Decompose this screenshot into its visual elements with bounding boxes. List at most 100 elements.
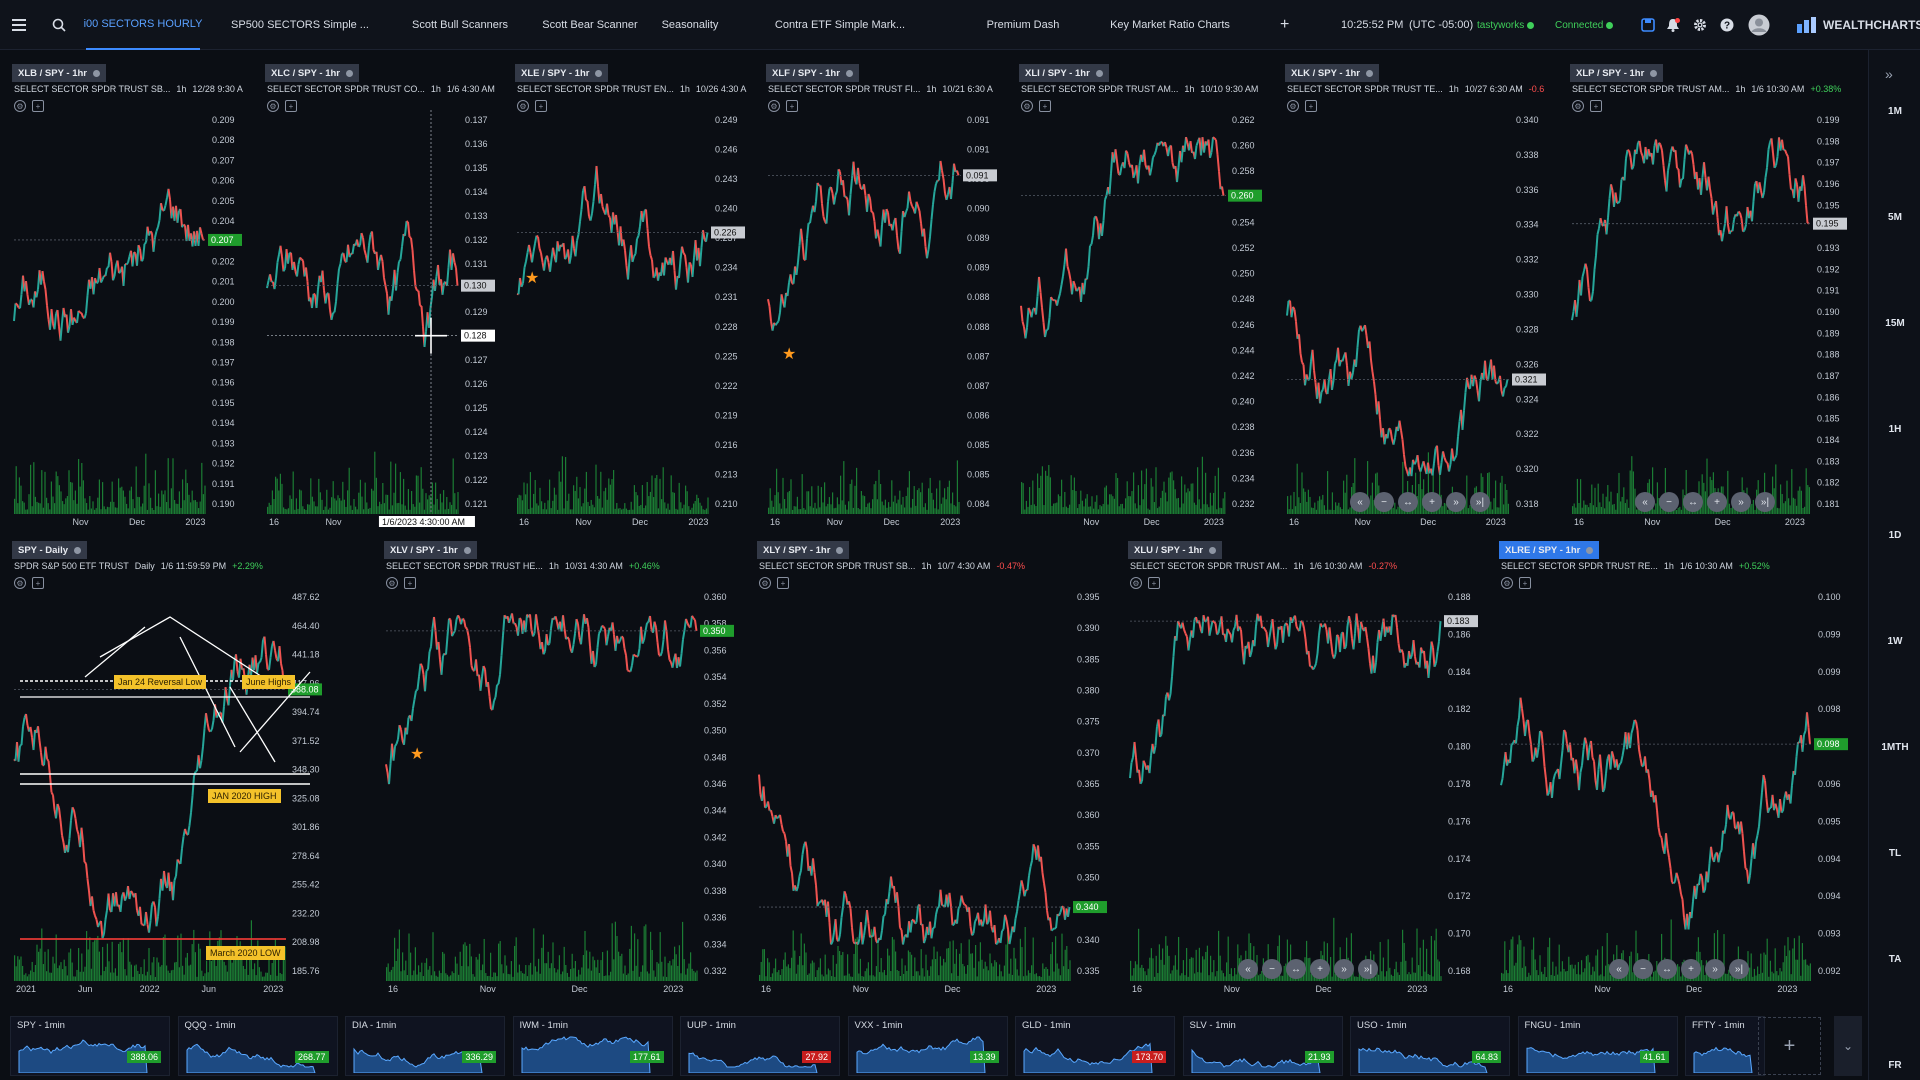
timeframe-5m[interactable]: 5M — [1888, 212, 1902, 223]
timeframe-1m[interactable]: 1M — [1888, 106, 1902, 117]
collapse-icon[interactable]: » — [1885, 66, 1893, 82]
mini-chart-4[interactable]: IWM - 1min 177.61 — [512, 1016, 673, 1076]
timeframe-1mth[interactable]: 1MTH — [1881, 742, 1909, 753]
fit-icon[interactable]: ↔ — [1286, 959, 1306, 979]
chart-canvas[interactable]: 0.1880.1860.1840.1820.1800.1780.1760.174… — [1126, 539, 1488, 995]
panel-add-icon[interactable]: + — [1519, 577, 1531, 589]
panel-symbol-tab[interactable]: XLI / SPY - 1hr — [1019, 64, 1109, 82]
chart-annotation[interactable]: JAN 2020 HIGH — [208, 789, 281, 803]
timeframe-15m[interactable]: 15M — [1885, 318, 1905, 329]
scroll-left-icon[interactable]: « — [1350, 492, 1370, 512]
panel-symbol-tab[interactable]: XLRE / SPY - 1hr — [1499, 541, 1600, 559]
mini-chart-5[interactable]: UUP - 1min 27.92 — [680, 1016, 840, 1076]
chart-panel-6[interactable]: 0.340 0.338 0.336 0.334 0.332 0.330 0.328 0.326… — [1283, 62, 1556, 528]
fit-icon[interactable]: ↔ — [1657, 959, 1677, 979]
panel-settings-icon[interactable]: ⚙ — [14, 100, 26, 112]
panel-symbol-tab[interactable]: XLK / SPY - 1hr — [1285, 64, 1379, 82]
mini-chart-6[interactable]: VXX - 1min 13.39 — [847, 1016, 1008, 1076]
panel-add-icon[interactable]: + — [1305, 100, 1317, 112]
chart-canvas[interactable]: 0.3400.3380.3360.3340.3320.3300.3280.326… — [1283, 62, 1556, 528]
scroll-left-icon[interactable]: « — [1238, 959, 1258, 979]
panel-settings-icon[interactable]: ⚙ — [1130, 577, 1142, 589]
scroll-right-icon[interactable]: » — [1705, 959, 1725, 979]
panel-settings-icon[interactable]: ⚙ — [1287, 100, 1299, 112]
zoom-out-icon[interactable]: − — [1659, 492, 1679, 512]
chart-canvas[interactable]: 0.1990.1980.1970.1960.1950.1940.1930.192… — [1568, 62, 1857, 528]
panel-add-icon[interactable]: + — [777, 577, 789, 589]
panel-symbol-tab[interactable]: XLY / SPY - 1hr — [757, 541, 850, 559]
panel-add-icon[interactable]: + — [1039, 100, 1051, 112]
chart-canvas[interactable]: 0.3600.3580.3560.3540.3520.3500.3480.346… — [382, 539, 744, 995]
tab-7[interactable]: Premium Dash — [986, 19, 1060, 31]
panel-add-icon[interactable]: + — [404, 577, 416, 589]
chart-panel-9[interactable]: 0.360 0.358 0.356 0.354 0.352 0.350 0.348 0.346… — [382, 539, 744, 995]
scroll-right-icon[interactable]: » — [1334, 959, 1354, 979]
panel-settings-icon[interactable]: ⚙ — [14, 577, 26, 589]
chart-canvas[interactable]: 0.2490.2460.2430.2400.2370.2340.2310.228… — [513, 62, 755, 528]
go-latest-icon[interactable]: »| — [1729, 959, 1749, 979]
star-marker-icon[interactable]: ★ — [410, 746, 425, 763]
zoom-in-icon[interactable]: + — [1707, 492, 1727, 512]
bell-icon[interactable] — [1666, 0, 1680, 50]
add-tab-button[interactable]: + — [1280, 16, 1290, 33]
zoom-in-icon[interactable]: + — [1310, 959, 1330, 979]
chart-canvas[interactable]: 0.0910.0910.0900.0900.0890.0890.0880.088… — [764, 62, 1007, 528]
panel-settings-icon[interactable]: ⚙ — [517, 100, 529, 112]
zoom-out-icon[interactable]: − — [1262, 959, 1282, 979]
go-latest-icon[interactable]: »| — [1755, 492, 1775, 512]
chart-panel-12[interactable]: 0.1000.0990.0990.0980.0970.0960.0950.094… — [1497, 539, 1858, 995]
timeframe-tl[interactable]: TL — [1888, 848, 1902, 859]
panel-symbol-tab[interactable]: XLB / SPY - 1hr — [12, 64, 106, 82]
chart-panel-1[interactable]: 0.2090.2080.2070.2060.2050.2040.2030.202… — [10, 62, 252, 528]
scroll-left-icon[interactable]: « — [1609, 959, 1629, 979]
zoom-in-icon[interactable]: + — [1681, 959, 1701, 979]
chart-panel-8[interactable]: 487.62 464.40 441.18 417.96 394.74 371.52 348.… — [10, 539, 332, 995]
search-icon[interactable] — [52, 0, 66, 50]
trendline[interactable] — [99, 616, 271, 683]
trendline[interactable] — [229, 686, 276, 763]
panel-symbol-tab[interactable]: XLE / SPY - 1hr — [515, 64, 609, 82]
trendline[interactable] — [239, 671, 311, 753]
panel-settings-icon[interactable]: ⚙ — [267, 100, 279, 112]
chart-canvas[interactable]: 487.62464.40441.18417.96394.74371.52348.… — [10, 539, 332, 995]
chart-annotation[interactable]: March 2020 LOW — [206, 946, 285, 960]
chart-canvas[interactable]: 0.2090.2080.2070.2060.2050.2040.2030.202… — [10, 62, 252, 528]
scroll-left-icon[interactable]: « — [1635, 492, 1655, 512]
star-marker-icon[interactable]: ★ — [525, 270, 540, 287]
chart-canvas[interactable]: 0.3950.3900.3850.3800.3750.3700.3650.360… — [755, 539, 1117, 995]
tab-2[interactable]: SP500 SECTORS Simple ... — [231, 19, 369, 31]
trendline[interactable] — [84, 626, 146, 678]
timeframe-1w[interactable]: 1W — [1887, 636, 1903, 647]
panel-symbol-tab[interactable]: XLF / SPY - 1hr — [766, 64, 859, 82]
zoom-out-icon[interactable]: − — [1374, 492, 1394, 512]
mini-chart-1[interactable]: SPY - 1min 388.06 — [10, 1016, 170, 1076]
fit-icon[interactable]: ↔ — [1398, 492, 1418, 512]
panel-settings-icon[interactable]: ⚙ — [1501, 577, 1513, 589]
panel-add-icon[interactable]: + — [535, 100, 547, 112]
tab-3[interactable]: Scott Bull Scanners — [412, 19, 508, 31]
trendline[interactable] — [179, 636, 236, 748]
chart-panel-5[interactable]: 0.2620.2600.2580.2560.2540.2520.2500.248… — [1017, 62, 1272, 528]
chart-panel-7[interactable]: 0.1990.1980.1970.1960.1950.1940.1930.192… — [1568, 62, 1857, 528]
panel-add-icon[interactable]: + — [1590, 100, 1602, 112]
panel-add-icon[interactable]: + — [786, 100, 798, 112]
mini-chart-11[interactable]: FFTY - 1min — [1685, 1016, 1765, 1076]
panel-symbol-tab[interactable]: SPY - Daily — [12, 541, 87, 559]
chart-panel-4[interactable]: 0.0910.0910.0900.0900.0890.0890.0880.088… — [764, 62, 1007, 528]
scroll-right-icon[interactable]: » — [1446, 492, 1466, 512]
scroll-right-icon[interactable]: » — [1731, 492, 1751, 512]
panel-symbol-tab[interactable]: XLC / SPY - 1hr — [265, 64, 359, 82]
avatar[interactable] — [1748, 0, 1770, 50]
chart-panel-11[interactable]: 0.188 0.186 0.184 0.182 0.180 0.178 0.176 0.174… — [1126, 539, 1488, 995]
chart-panel-10[interactable]: 0.395 0.390 0.385 0.380 0.375 0.370 0.365 0.360… — [755, 539, 1117, 995]
timeframe-ta[interactable]: TA — [1888, 954, 1902, 965]
panel-settings-icon[interactable]: ⚙ — [1021, 100, 1033, 112]
panel-add-icon[interactable]: + — [32, 577, 44, 589]
tab-4[interactable]: Scott Bear Scanner — [542, 19, 638, 31]
chart-canvas[interactable]: 0.1000.0990.0990.0980.0970.0960.0950.094… — [1497, 539, 1858, 995]
panel-symbol-tab[interactable]: XLP / SPY - 1hr — [1570, 64, 1664, 82]
panel-symbol-tab[interactable]: XLU / SPY - 1hr — [1128, 541, 1222, 559]
timeframe-fr[interactable]: FR — [1888, 1060, 1902, 1071]
panel-add-icon[interactable]: + — [32, 100, 44, 112]
panel-settings-icon[interactable]: ⚙ — [759, 577, 771, 589]
